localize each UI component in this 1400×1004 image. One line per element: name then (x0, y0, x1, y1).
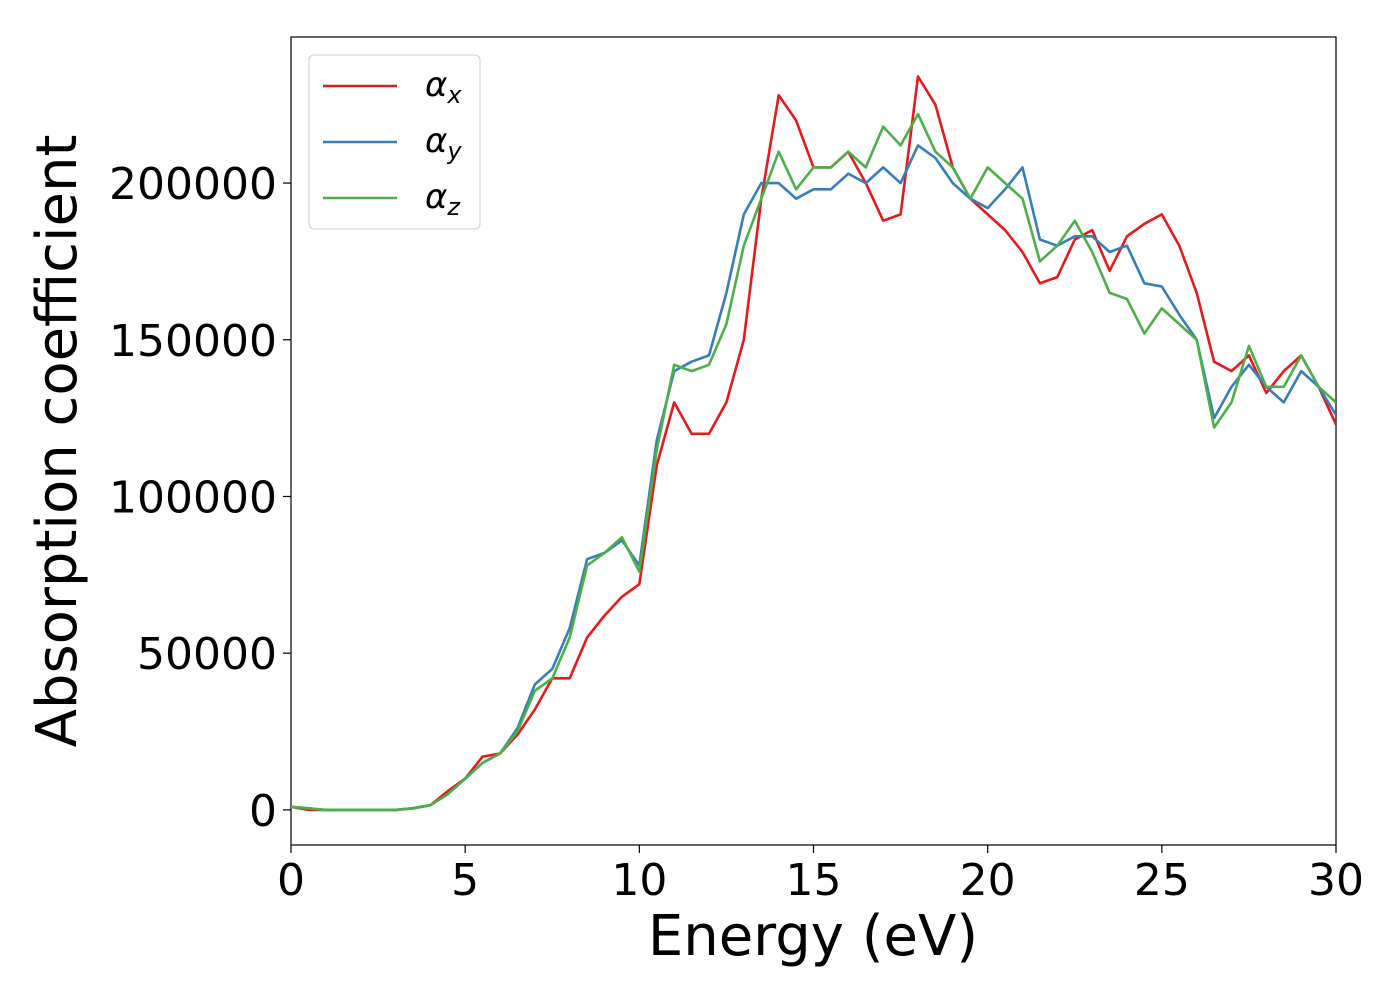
y-tick-label: 100000 (109, 472, 277, 523)
x-tick-label: 10 (611, 855, 667, 906)
x-tick-label: 5 (451, 855, 479, 906)
y-axis-label: Absorption coefficient (25, 135, 90, 748)
x-tick-label: 0 (277, 855, 305, 906)
y-tick-label: 0 (249, 786, 277, 837)
y-tick-label: 50000 (137, 629, 277, 680)
legend-label: αy (425, 121, 462, 166)
x-tick-label: 15 (786, 855, 842, 906)
legend-label: αz (425, 177, 461, 222)
x-tick-label: 20 (960, 855, 1016, 906)
legend-label: αx (425, 65, 462, 110)
y-tick-label: 150000 (109, 316, 277, 367)
x-tick-label: 25 (1134, 855, 1190, 906)
y-tick-label: 200000 (109, 159, 277, 210)
x-tick-label: 30 (1308, 855, 1364, 906)
data-line (291, 112, 1336, 812)
x-axis-label: Energy (eV) (648, 904, 978, 969)
